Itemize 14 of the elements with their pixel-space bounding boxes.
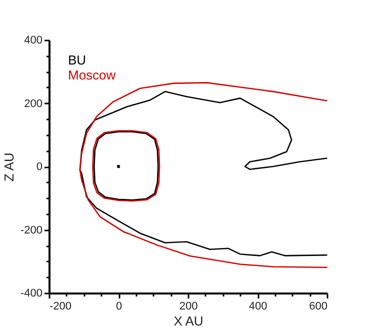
x-axis-title: X AU [174,314,204,328]
text: BU [68,52,86,68]
y-tick-label: 0 [36,161,42,173]
x-tick-label: 600 [309,300,328,312]
y-tick-label: 400 [24,34,42,46]
y-tick-label: -400 [20,288,42,300]
y-tick-label: -200 [20,224,42,236]
x-tick-label: 0 [116,300,122,312]
series-label: Moscow [68,68,116,82]
y-tick-label: 200 [24,98,42,110]
y-axis-title: Z AU [1,152,16,182]
x-tick-label: 400 [248,300,268,312]
x-tick-label: -200 [50,300,72,312]
x-tick-label: 200 [179,300,198,312]
